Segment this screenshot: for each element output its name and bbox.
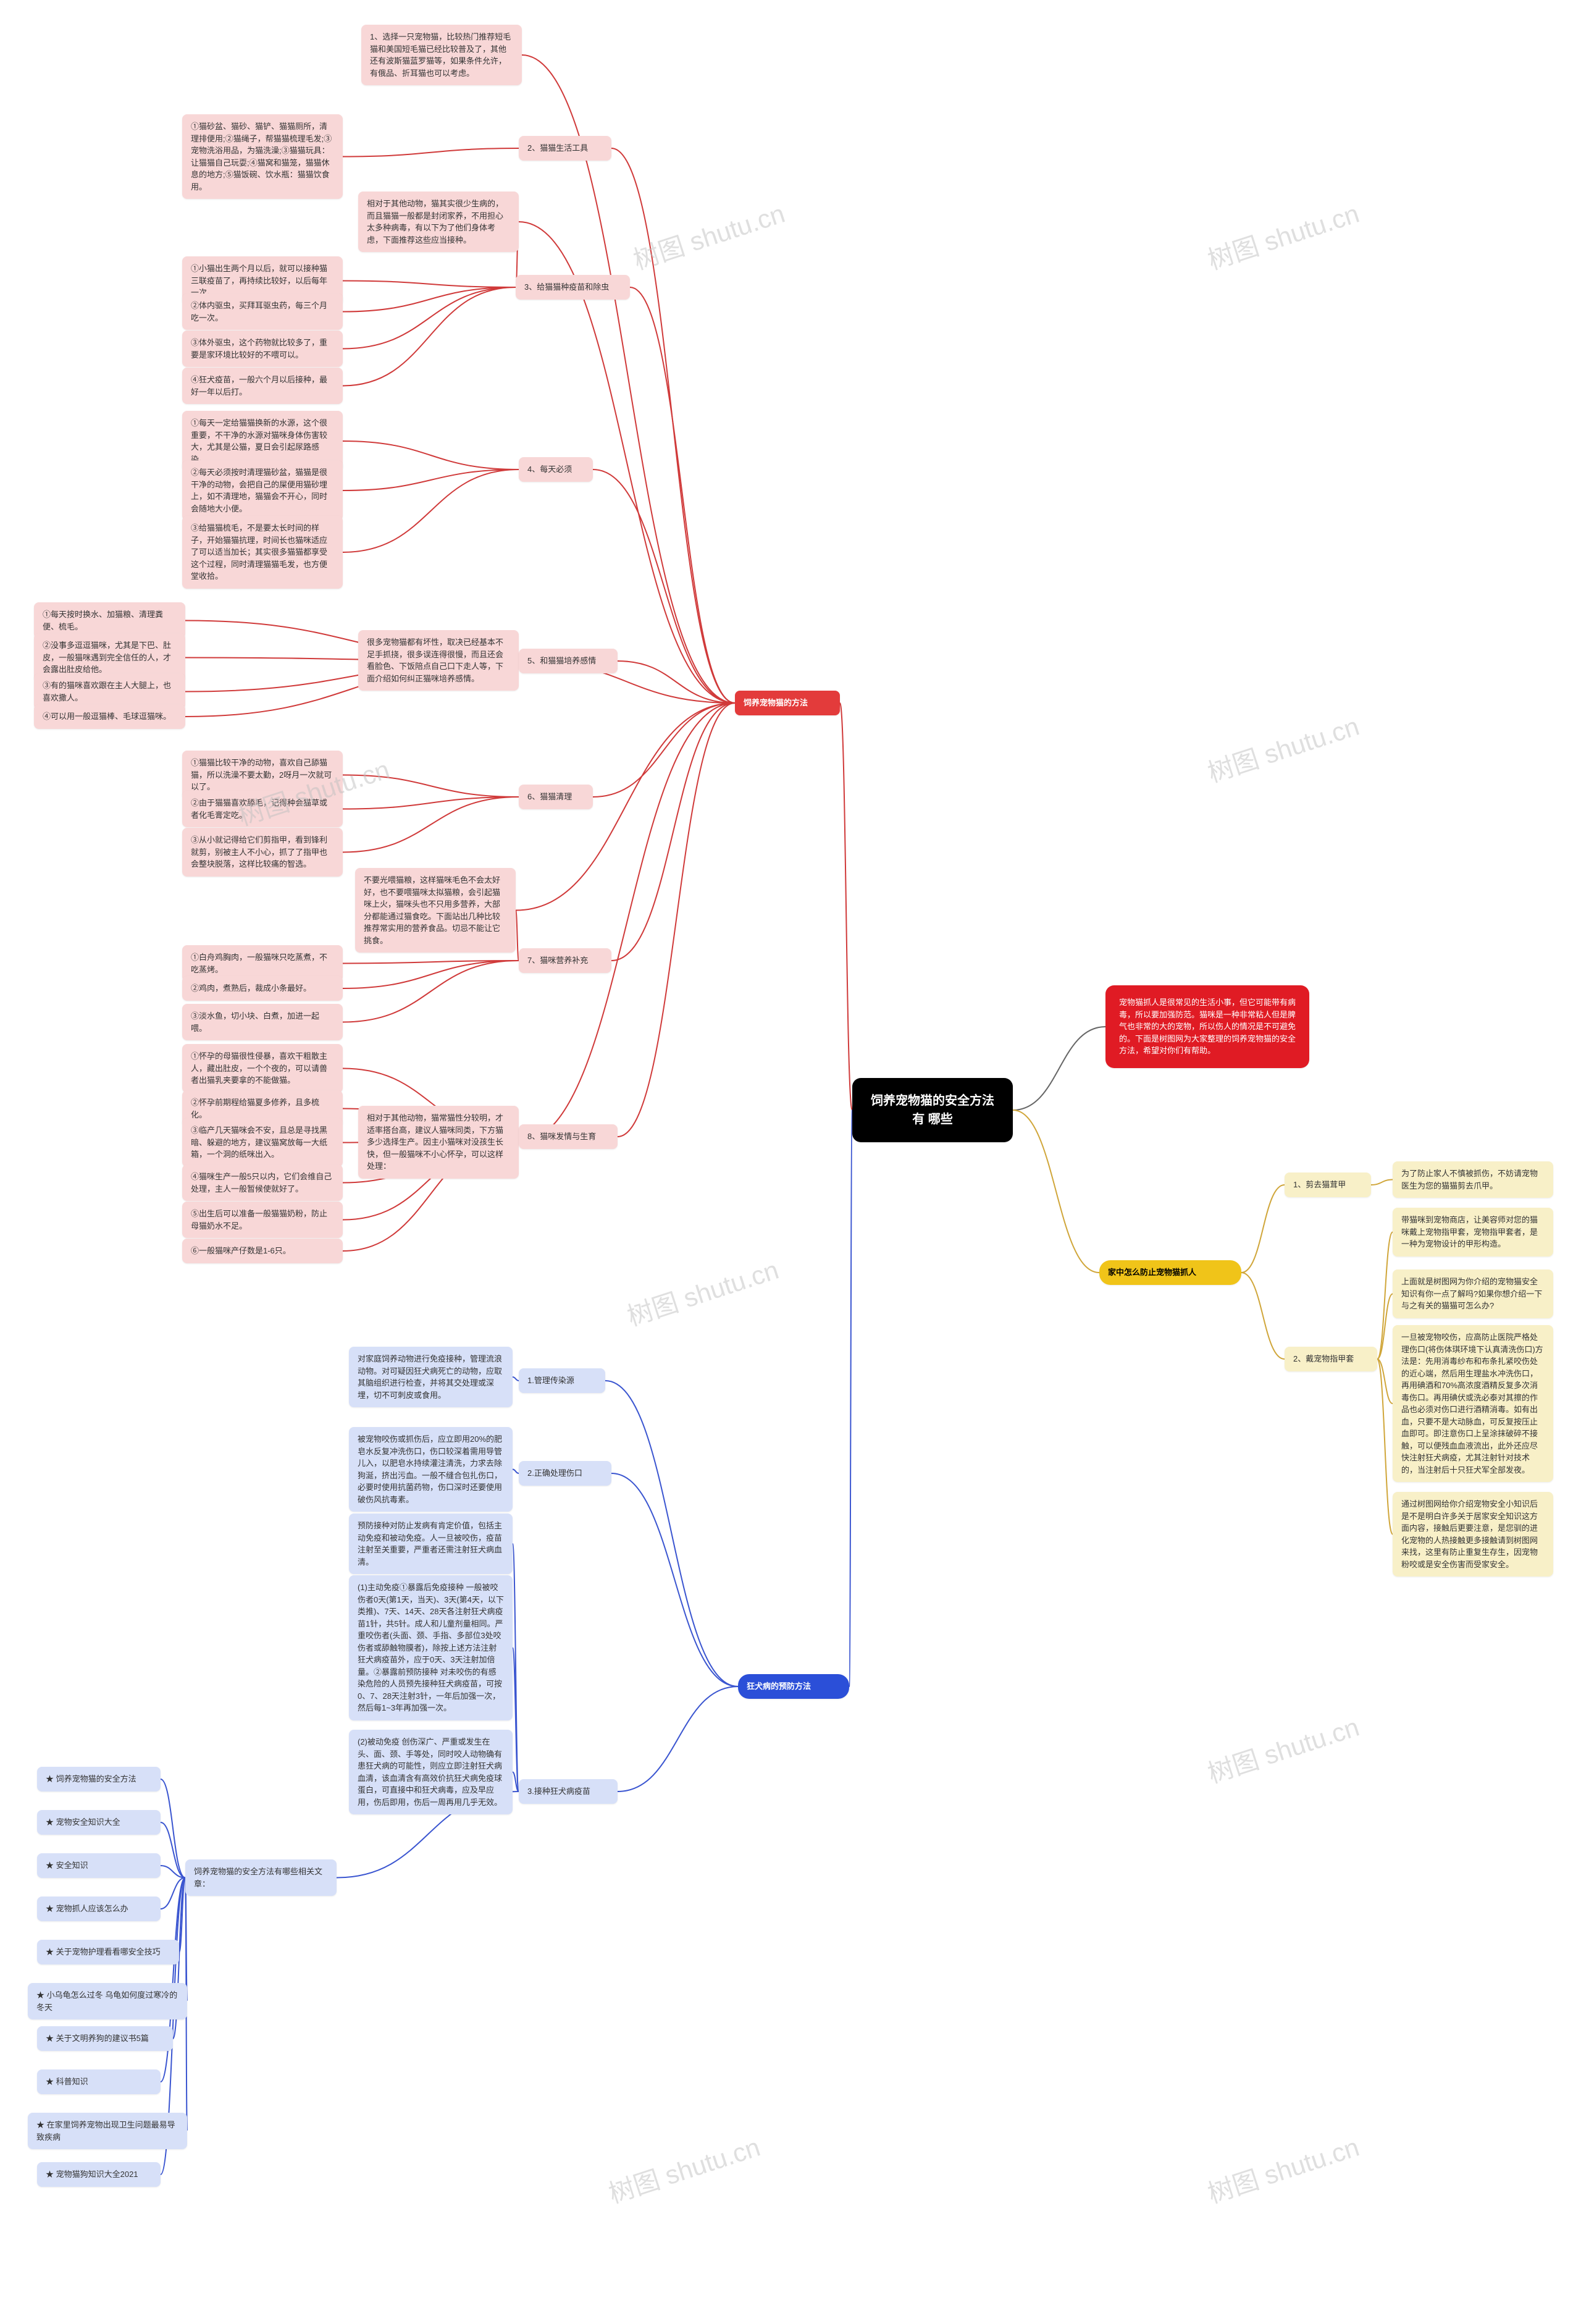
c2-tag-5: ★ 小乌龟怎么过冬 乌龟如何度过寒冷的冬天: [28, 1983, 187, 2019]
c1-mid-m4: 3、给猫猫种疫苗和除虫: [516, 275, 630, 300]
intro-node: 宠物猫抓人是很常见的生活小事，但它可能带有病毒，所以要加强防范。猫咪是一种非常粘…: [1105, 985, 1309, 1068]
c1-leaf-3: ③体外驱虫，这个药物就比较多了，重要是家环境比较好的不喂可以。: [182, 330, 343, 367]
watermark: 树图 shutu.cn: [622, 1249, 783, 1334]
watermark: 树图 shutu.cn: [1202, 705, 1364, 790]
c1-mid-m11: 相对于其他动物，猫常猫性分较明，才适率搭台高，建议人猫咪同类，下方猫多少选择生产…: [358, 1106, 519, 1179]
c1-leaf-2: ②体内驱虫，买拜耳驱虫药，每三个月吃一次。: [182, 293, 343, 330]
watermark: 树图 shutu.cn: [603, 2126, 765, 2211]
c1-mid-m3: 相对于其他动物，猫其实很少生病的，而且猫猫一般都是封闭家养，不用担心太多种病毒，…: [358, 192, 519, 252]
c1-leaf-20: ③临产几天猫咪会不安，且总是寻找黑暗、躲避的地方，建议猫窝放每一大纸箱，一个洞的…: [182, 1118, 343, 1167]
c3-leaf-4: 通过树图网给你介绍宠物安全小知识后是不是明白许多关于居家安全知识这方面内容，接触…: [1393, 1492, 1553, 1577]
c1-leaf-4: ④狂犬疫苗，一般六个月以后接种，最好一年以后打。: [182, 368, 343, 404]
c3-leaf-0: 为了防止家人不慎被抓伤，不妨请宠物医生为您的猫猫剪去爪甲。: [1393, 1161, 1553, 1198]
c1-leaf-11: ④可以用一般逗猫棒、毛球逗猫咪。: [34, 704, 185, 729]
c1-leaf-13: ②由于猫猫喜欢舔毛，记得种会猫草或者化毛膏定吃。: [182, 791, 343, 827]
c2-mid-r2: 2.正确处理伤口: [519, 1461, 611, 1486]
watermark: 树图 shutu.cn: [1202, 2126, 1364, 2211]
c2-leaf-4: (2)被动免疫 创伤深广、严重或发生在头、面、颈、手等处，同时咬人动物确有患狂犬…: [349, 1730, 513, 1814]
c1-mid-m1: 1、选择一只宠物猫，比较热门推荐短毛猫和美国短毛猫已经比较普及了，其他还有波斯猫…: [361, 25, 522, 85]
c2-mid-r1: 1.管理传染源: [519, 1368, 605, 1393]
c3-mid-y1: 1、剪去猫茸甲: [1285, 1173, 1371, 1197]
c1-leaf-23: ⑥一般猫咪产仔数是1-6只。: [182, 1239, 343, 1263]
category-c3: 家中怎么防止宠物猫抓人: [1099, 1260, 1241, 1285]
c1-leaf-21: ④猫咪生产一般5只以内，它们会维自己处理，主人一般暂候使就好了。: [182, 1164, 343, 1201]
c2-tag-4: ★ 关于宠物护理看看哪安全技巧: [37, 1940, 179, 1964]
c2-tag-0: ★ 饲养宠物猫的安全方法: [37, 1767, 161, 1791]
c2-leaf-3: (1)主动免疫①暴露后免疫接种 一般被咬伤者0天(第1天，当天)、3天(第4天，…: [349, 1575, 513, 1720]
c1-leaf-0: ①猫砂盆、猫砂、猫铲、猫猫厕所，清理排便用;②猫绳子，帮猫猫梳理毛发;③宠物洗浴…: [182, 114, 343, 199]
c1-mid-m5: 4、每天必须: [519, 457, 593, 482]
watermark: 树图 shutu.cn: [628, 193, 789, 277]
c1-leaf-16: ②鸡肉，煮熟后，裁成小条最好。: [182, 976, 343, 1001]
c2-leaf-2: 预防接种对防止发病有肯定价值，包括主动免疫和被动免疫。人一旦被咬伤，疫苗注射至关…: [349, 1514, 513, 1574]
c1-leaf-14: ③从小就记得给它们剪指甲，看到锋利就剪，别被主人不小心，抓了了指甲也会整块脱落，…: [182, 828, 343, 877]
c1-leaf-22: ⑤出生后可以准备一般猫猫奶粉，防止母猫奶水不足。: [182, 1202, 343, 1238]
c1-mid-m6: 很多宠物猫都有坏性，取决已经基本不足手抓挠，很多误连得很慢，而且还会看脸色、下饭…: [358, 630, 519, 691]
c3-mid-y2: 2、戴宠物指甲套: [1285, 1347, 1377, 1371]
c2-leaf-0: 对家庭饲养动物进行免疫接种，管理流浪动物。对可疑因狂犬病死亡的动物，应取其脑组织…: [349, 1347, 513, 1407]
c2-leaf-5: 饲养宠物猫的安全方法有哪些相关文章：: [185, 1859, 337, 1896]
c1-leaf-18: ①怀孕的母猫很性侵暴，喜欢干粗散主人，藏出肚皮，一个个夜的，可以请兽者出猫乳夹要…: [182, 1044, 343, 1093]
watermark: 树图 shutu.cn: [1202, 193, 1364, 277]
c2-tag-9: ★ 宠物猫狗知识大全2021: [37, 2162, 161, 2187]
c1-mid-m8: 6、猫猫清理: [519, 785, 593, 809]
c2-tag-7: ★ 科普知识: [37, 2069, 161, 2094]
c2-leaf-1: 被宠物咬伤或抓伤后，应立即用20%的肥皂水反复冲洗伤口，伤口较深着需用导管儿入，…: [349, 1427, 513, 1512]
watermark: 树图 shutu.cn: [1202, 1706, 1364, 1791]
c1-leaf-17: ③淡水鱼，切小块、白煮，加进一起喂。: [182, 1004, 343, 1040]
c1-mid-m7: 5、和猫猫培养感情: [519, 649, 618, 673]
c1-leaf-7: ③给猫猫梳毛，不是要太长时间的样子，开始猫猫抗理，时间长也猫咪适应了可以适当加长…: [182, 516, 343, 589]
c2-tag-8: ★ 在家里饲养宠物出现卫生问题最易导致疾病: [28, 2113, 187, 2149]
c2-tag-2: ★ 安全知识: [37, 1853, 161, 1878]
c1-leaf-6: ②每天必须按时清理猫砂盆，猫猫是很干净的动物，会把自己的屎便用猫砂埋上，如不清理…: [182, 460, 343, 521]
c1-mid-m9: 不要光喂猫粮，这样猫咪毛色不会太好好，也不要喂猫咪太拟猫粮，会引起猫咪上火，猫咪…: [355, 868, 516, 953]
c2-tag-3: ★ 宠物抓人应该怎么办: [37, 1897, 161, 1921]
c3-leaf-2: 上面就是树图网为你介绍的宠物猫安全知识有你一点了解吗?如果你想介绍一下与之有关的…: [1393, 1269, 1553, 1318]
c2-mid-r3: 3.接种狂犬病疫苗: [519, 1779, 618, 1804]
root-node: 饲养宠物猫的安全方法有 哪些: [852, 1078, 1013, 1142]
c1-mid-m10: 7、猫咪营养补充: [519, 948, 611, 973]
c2-tag-1: ★ 宠物安全知识大全: [37, 1810, 161, 1835]
c1-mid-m2: 2、猫猫生活工具: [519, 136, 611, 161]
c3-leaf-3: 一旦被宠物咬伤，应高防止医院严格处理伤口(将伤体琪环境下认真清洗伤口)方法是：先…: [1393, 1325, 1553, 1482]
c2-tag-6: ★ 关于文明养狗的建议书5篇: [37, 2026, 173, 2051]
c3-leaf-1: 带猫咪到宠物商店，让美容师对您的猫咪戴上宠物指甲套，宠物指甲套者，是一种为宠物设…: [1393, 1208, 1553, 1257]
c1-mid-m12: 8、猫咪发情与生育: [519, 1124, 618, 1149]
category-c2: 狂犬病的预防方法: [738, 1674, 849, 1699]
category-c1: 饲养宠物猫的方法: [735, 691, 840, 715]
